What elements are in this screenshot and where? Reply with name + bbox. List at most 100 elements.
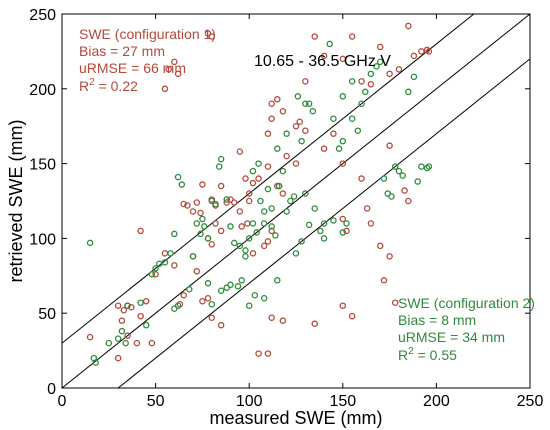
- x-tick-label: 0: [58, 393, 67, 410]
- data-point-config-2: [414, 178, 421, 185]
- data-point-config-1: [118, 317, 126, 324]
- y-tick-label: 150: [29, 157, 56, 174]
- data-point-config-2: [311, 205, 318, 212]
- data-point-config-1: [238, 223, 245, 230]
- data-point-config-1: [283, 152, 290, 160]
- data-point-config-1: [189, 208, 197, 215]
- x-axis-ticks: 0 50 100 150 200 250: [58, 14, 544, 410]
- data-point-config-1: [137, 312, 144, 320]
- data-point-config-2: [294, 93, 302, 100]
- data-point-config-2: [399, 172, 406, 179]
- data-point-config-2: [124, 302, 131, 309]
- data-point-config-2: [287, 197, 294, 205]
- reference-line-1: [62, 14, 530, 388]
- data-point-config-2: [234, 283, 242, 290]
- data-point-config-1: [148, 339, 156, 347]
- data-point-config-1: [292, 122, 300, 130]
- data-point-config-2: [391, 163, 399, 170]
- data-point-config-1: [296, 118, 303, 125]
- data-point-config-1: [120, 306, 128, 314]
- annotation-1-r2: R2 = 0.22: [79, 77, 138, 94]
- data-point-config-2: [255, 160, 262, 167]
- data-point-config-1: [401, 187, 408, 194]
- data-point-config-2: [309, 107, 317, 115]
- annotation-1-label: SWE (configuration 1): [79, 26, 216, 42]
- data-point-config-2: [320, 220, 328, 227]
- data-point-config-2: [395, 167, 403, 175]
- reference-line-3: [117, 58, 530, 388]
- data-point-config-1: [367, 220, 375, 227]
- data-point-config-2: [193, 220, 201, 227]
- x-axis-label: measured SWE (mm): [209, 408, 382, 428]
- annotation-1-urmse: uRMSE = 66 mm: [79, 60, 186, 76]
- data-point-config-2: [186, 286, 193, 293]
- data-point-config-1: [236, 148, 244, 155]
- annotation-2-label: SWE (configuration 2): [398, 295, 535, 311]
- data-point-config-1: [405, 22, 412, 30]
- data-point-config-1: [386, 142, 393, 149]
- data-point-config-2: [148, 271, 156, 278]
- y-axis-ticks: 0 50 100 150 200 250: [29, 7, 530, 398]
- data-point-config-2: [171, 230, 178, 238]
- data-point-config-1: [245, 190, 253, 197]
- data-point-config-2: [199, 215, 206, 223]
- data-point-config-2: [373, 63, 380, 70]
- data-point-config-2: [260, 294, 268, 302]
- data-point-config-2: [167, 250, 174, 257]
- data-point-config-1: [199, 297, 206, 305]
- data-point-config-1: [367, 81, 375, 88]
- data-point-config-1: [386, 70, 393, 78]
- data-point-config-2: [253, 229, 260, 236]
- data-point-config-1: [114, 302, 122, 309]
- data-point-config-1: [255, 175, 262, 182]
- data-point-config-2: [189, 253, 197, 260]
- data-point-config-1: [165, 66, 172, 73]
- data-point-config-2: [174, 302, 182, 309]
- data-point-config-1: [217, 321, 225, 329]
- data-point-config-1: [152, 271, 159, 278]
- data-point-config-1: [242, 175, 249, 182]
- data-point-config-2: [215, 163, 223, 170]
- data-point-config-2: [283, 208, 290, 215]
- data-point-config-1: [358, 78, 365, 85]
- data-point-config-2: [283, 130, 290, 137]
- data-point-config-2: [302, 100, 309, 108]
- data-point-config-2: [223, 196, 230, 203]
- data-point-config-2: [204, 235, 212, 242]
- data-point-config-1: [249, 250, 257, 257]
- data-point-config-2: [305, 100, 313, 108]
- data-point-config-2: [362, 88, 369, 96]
- x-tick-label: 50: [147, 393, 165, 410]
- data-point-config-2: [208, 300, 216, 308]
- data-point-config-1: [264, 238, 272, 245]
- x-tick-label: 100: [236, 393, 263, 410]
- data-point-config-1: [264, 350, 272, 357]
- data-point-config-1: [268, 314, 275, 321]
- data-point-config-1: [330, 130, 337, 137]
- data-point-config-1: [197, 209, 204, 217]
- data-point-config-2: [268, 205, 275, 212]
- data-point-config-2: [201, 223, 208, 230]
- data-point-config-1: [193, 268, 201, 275]
- data-point-config-1: [249, 179, 257, 187]
- data-point-config-2: [137, 299, 144, 306]
- data-point-config-2: [178, 181, 186, 188]
- data-point-config-2: [343, 220, 350, 227]
- data-point-config-2: [245, 235, 253, 242]
- data-point-config-2: [388, 193, 395, 200]
- data-point-config-2: [242, 253, 249, 260]
- data-point-config-2: [410, 73, 418, 81]
- data-point-config-1: [171, 58, 178, 66]
- data-point-config-2: [227, 223, 234, 230]
- data-point-config-1: [86, 333, 94, 341]
- data-point-config-1: [343, 227, 350, 235]
- y-tick-label: 250: [29, 7, 56, 24]
- data-point-config-1: [279, 190, 287, 197]
- data-point-config-1: [339, 55, 347, 63]
- data-point-config-1: [264, 163, 272, 170]
- data-point-config-1: [137, 227, 144, 235]
- data-point-config-1: [184, 202, 191, 209]
- data-point-config-1: [230, 199, 238, 206]
- data-point-config-2: [142, 321, 150, 329]
- x-tick-label: 250: [517, 393, 544, 410]
